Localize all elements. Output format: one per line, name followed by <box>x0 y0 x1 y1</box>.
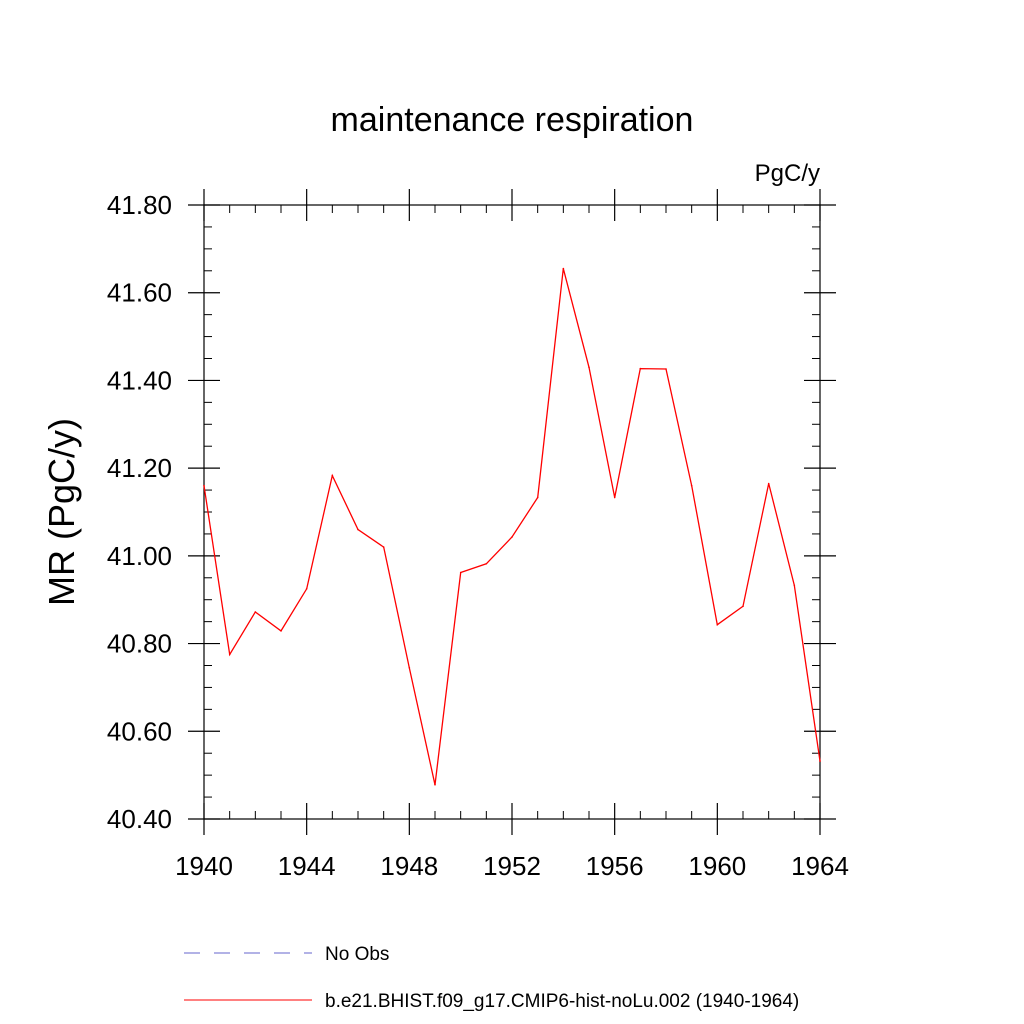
data-point <box>767 482 770 485</box>
units-label: PgC/y <box>755 160 820 187</box>
data-point <box>665 368 667 370</box>
x-tick-label: 1952 <box>483 851 541 881</box>
series-layer <box>203 267 821 786</box>
data-point <box>331 474 334 477</box>
data-point <box>459 571 462 574</box>
x-tick-label: 1940 <box>175 851 233 881</box>
data-point <box>357 528 359 531</box>
data-point <box>536 496 539 499</box>
y-axis-label: MR (PgC/y) <box>41 418 82 606</box>
data-point <box>382 546 385 548</box>
data-point <box>280 630 282 632</box>
data-point <box>434 783 436 786</box>
x-tick-label: 1960 <box>688 851 746 881</box>
data-point <box>254 611 257 613</box>
y-tick-label: 41.40 <box>107 365 172 395</box>
axis-tick-labels: 1940 1944 1948 1952 1956 1960 1964 40.40 40.60 40… <box>107 190 849 881</box>
y-tick-label: 40.80 <box>107 629 172 659</box>
data-point <box>613 496 616 499</box>
data-point <box>562 267 565 270</box>
data-point <box>588 366 590 369</box>
legend-label-model: b.e21.BHIST.f09_g17.CMIP6-hist-noLu.002 … <box>325 991 799 1012</box>
x-tick-label: 1964 <box>791 851 849 881</box>
y-tick-label: 41.00 <box>107 541 172 571</box>
series-line <box>203 268 821 785</box>
chart-title: maintenance respiration <box>331 101 694 139</box>
data-point <box>228 653 231 656</box>
data-point <box>408 666 411 669</box>
legend: No Obs b.e21.BHIST.f09_g17.CMIP6-hist-no… <box>184 944 799 1012</box>
data-point <box>203 484 205 487</box>
data-point <box>819 760 821 762</box>
plot-frame <box>203 204 821 820</box>
y-tick-label: 40.40 <box>107 804 172 834</box>
data-point <box>511 536 513 538</box>
y-tick-label: 41.80 <box>107 190 172 220</box>
data-point <box>485 562 488 565</box>
data-point <box>716 623 719 626</box>
x-tick-label: 1948 <box>380 851 438 881</box>
x-tick-label: 1956 <box>586 851 644 881</box>
data-point <box>305 587 308 590</box>
data-point <box>742 605 744 608</box>
legend-label-no-obs: No Obs <box>325 944 389 965</box>
x-tick-label: 1944 <box>278 851 336 881</box>
y-tick-label: 41.60 <box>107 278 172 308</box>
data-point <box>639 367 642 370</box>
y-tick-label: 41.20 <box>107 453 172 483</box>
data-point <box>793 584 796 587</box>
y-tick-label: 40.60 <box>107 716 172 746</box>
axis-ticks <box>188 189 836 835</box>
data-point <box>690 484 693 487</box>
